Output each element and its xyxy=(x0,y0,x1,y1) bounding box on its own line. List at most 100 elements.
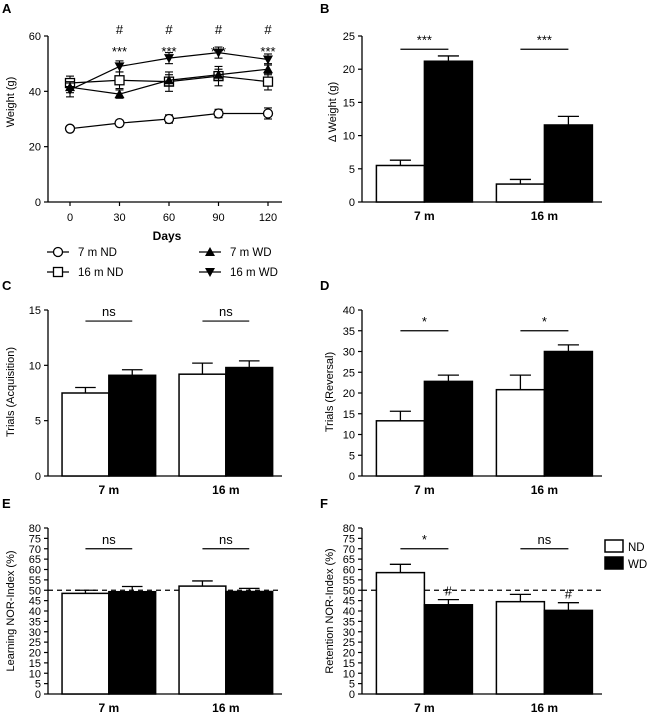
panel-f-ytick-label: 80 xyxy=(343,523,355,535)
panel-a-xtick-label: 30 xyxy=(113,212,125,224)
panel-d-category-label: 7 m xyxy=(414,483,435,497)
panel-e-ytick-label: 0 xyxy=(35,689,41,701)
panel-f-sig-label: ns xyxy=(538,532,552,547)
legend-label-7m-wd: 7 m WD xyxy=(230,247,272,259)
panel-c-bar-chart: Trials (Acquisition) 0 5 10 15 7 m ns 16 m ns xyxy=(5,304,282,497)
panel-e-ytick-label: 75 xyxy=(29,533,41,545)
legend-label-wd: WD xyxy=(628,559,647,571)
panel-c-ytick-label: 15 xyxy=(29,305,41,317)
panel-a-xtick-label: 120 xyxy=(259,212,277,224)
panel-d-ytick-label: 10 xyxy=(343,430,355,442)
panel-f-ytick-label: 75 xyxy=(343,533,355,545)
panel-d-bar-chart: Trials (Reversal) 0 5 10 15 20 25 30 35 40 7 m * 16… xyxy=(324,305,602,497)
panel-b-ytick-label: 20 xyxy=(343,64,355,76)
panel-e-ytick-label: 80 xyxy=(29,523,41,535)
panel-f-sig-label: * xyxy=(422,532,427,547)
panel-e-ytick-label: 30 xyxy=(29,627,41,639)
panel-c-bar-wd xyxy=(225,366,274,477)
panel-f-ytick-label: 0 xyxy=(349,689,355,701)
legend-swatch-wd xyxy=(604,556,624,570)
panel-e-ytick-label: 15 xyxy=(29,658,41,670)
legend-marker-16-m-wd xyxy=(205,268,215,277)
point-16-m-wd xyxy=(65,85,75,95)
panel-a-hash-annotation: # xyxy=(116,22,124,37)
point-7-m-nd xyxy=(262,108,274,119)
panel-a-ytick-label: 60 xyxy=(29,31,41,43)
panel-a-line-chart: Weight (g) Days 0 20 40 60 0 30 60 90 120 # *** # **… xyxy=(5,22,282,243)
bar-legend: ND WD xyxy=(604,539,647,571)
point-16-m-wd xyxy=(263,55,273,65)
panel-d-ytick-label: 25 xyxy=(343,367,355,379)
panel-d-ylabel: Trials (Reversal) xyxy=(324,352,336,432)
panel-e-ytick-label: 70 xyxy=(29,544,41,556)
panel-f-bar-wd xyxy=(543,609,594,695)
panel-e-ytick-label: 10 xyxy=(29,668,41,680)
panel-e-ytick-label: 55 xyxy=(29,575,41,587)
panel-e-ytick-label: 60 xyxy=(29,565,41,577)
panel-c-sig-label: ns xyxy=(219,304,233,319)
panel-e-ytick-label: 40 xyxy=(29,606,41,618)
panel-e-category-label: 7 m xyxy=(98,701,119,715)
panel-a-hash-annotation: # xyxy=(215,22,223,37)
panel-c-ylabel: Trials (Acquisition) xyxy=(5,347,17,437)
panel-b-ytick-label: 15 xyxy=(343,97,355,109)
panel-d-ytick-label: 20 xyxy=(343,388,355,400)
panel-f-ytick-label: 65 xyxy=(343,554,355,566)
panel-b-ytick-label: 5 xyxy=(349,164,355,176)
panel-f-category-label: 16 m xyxy=(531,701,558,715)
panel-d-bar-wd xyxy=(423,380,474,477)
panel-f-ytick-label: 5 xyxy=(349,679,355,691)
panel-b-ylabel: Δ Weight (g) xyxy=(327,82,339,142)
panel-a-star-annotation: *** xyxy=(161,44,176,59)
panel-d-ytick-label: 15 xyxy=(343,409,355,421)
panel-f-ytick-label: 55 xyxy=(343,575,355,587)
panel-f-ytick-label: 70 xyxy=(343,544,355,556)
panel-c-ytick-label: 10 xyxy=(29,360,41,372)
point-16-m-wd xyxy=(213,48,224,58)
panel-e-bar-nd xyxy=(61,592,110,695)
panel-b-ytick-label: 25 xyxy=(343,31,355,43)
point-7-m-nd xyxy=(114,118,125,129)
panel-f-bar-chart: Retention NOR-Index (%) 0510152025303540… xyxy=(324,523,602,715)
panel-a-star-annotation: *** xyxy=(211,44,226,59)
point-7-m-wd xyxy=(263,64,273,74)
panel-e-ylabel: Learning NOR-Index (%) xyxy=(5,550,17,671)
panel-f-ytick-label: 10 xyxy=(343,668,355,680)
panel-e-bar-chart: Learning NOR-Index (%) 05101520253035404… xyxy=(5,523,282,715)
panel-e-ytick-label: 65 xyxy=(29,554,41,566)
legend-marker-16-m-nd xyxy=(52,266,64,278)
panel-d-bar-nd xyxy=(495,388,546,477)
legend-label-nd: ND xyxy=(628,542,645,554)
panel-f-category-label: 7 m xyxy=(414,701,435,715)
panel-b-bar-wd xyxy=(543,124,594,203)
panel-letter-e: E xyxy=(2,496,11,511)
panel-f-bar-wd xyxy=(423,604,474,695)
panel-e-category-label: 16 m xyxy=(212,701,239,715)
panel-f-ytick-label: 50 xyxy=(343,585,355,597)
panel-a-star-annotation: *** xyxy=(112,44,127,59)
panel-b-bar-nd xyxy=(495,183,546,203)
point-7-m-wd xyxy=(213,69,224,79)
panel-e-ytick-label: 45 xyxy=(29,596,41,608)
panel-f-ytick-label: 35 xyxy=(343,616,355,628)
panel-b-ytick-label: 10 xyxy=(343,131,355,143)
panel-b-category-label: 16 m xyxy=(531,209,558,223)
point-16-m-wd xyxy=(164,54,174,64)
legend-marker-7-m-wd xyxy=(205,247,215,256)
legend-label-16m-wd: 16 m WD xyxy=(230,267,278,279)
panel-c-category-label: 7 m xyxy=(98,483,119,497)
panel-letter-d: D xyxy=(320,278,329,293)
panel-letter-b: B xyxy=(320,1,329,16)
panel-f-bar-nd xyxy=(375,571,426,695)
point-7-m-nd xyxy=(213,108,224,119)
panel-letter-a: A xyxy=(2,1,12,16)
panel-d-ytick-label: 0 xyxy=(349,471,355,483)
panel-a-ytick-label: 40 xyxy=(29,86,41,98)
panel-a-hash-annotation: # xyxy=(264,22,272,37)
panel-c-bar-wd xyxy=(108,374,157,477)
panel-c-ytick-label: 5 xyxy=(35,416,41,428)
point-16-m-nd xyxy=(262,76,274,87)
panel-d-category-label: 16 m xyxy=(531,483,558,497)
legend-swatch-nd xyxy=(604,539,624,553)
